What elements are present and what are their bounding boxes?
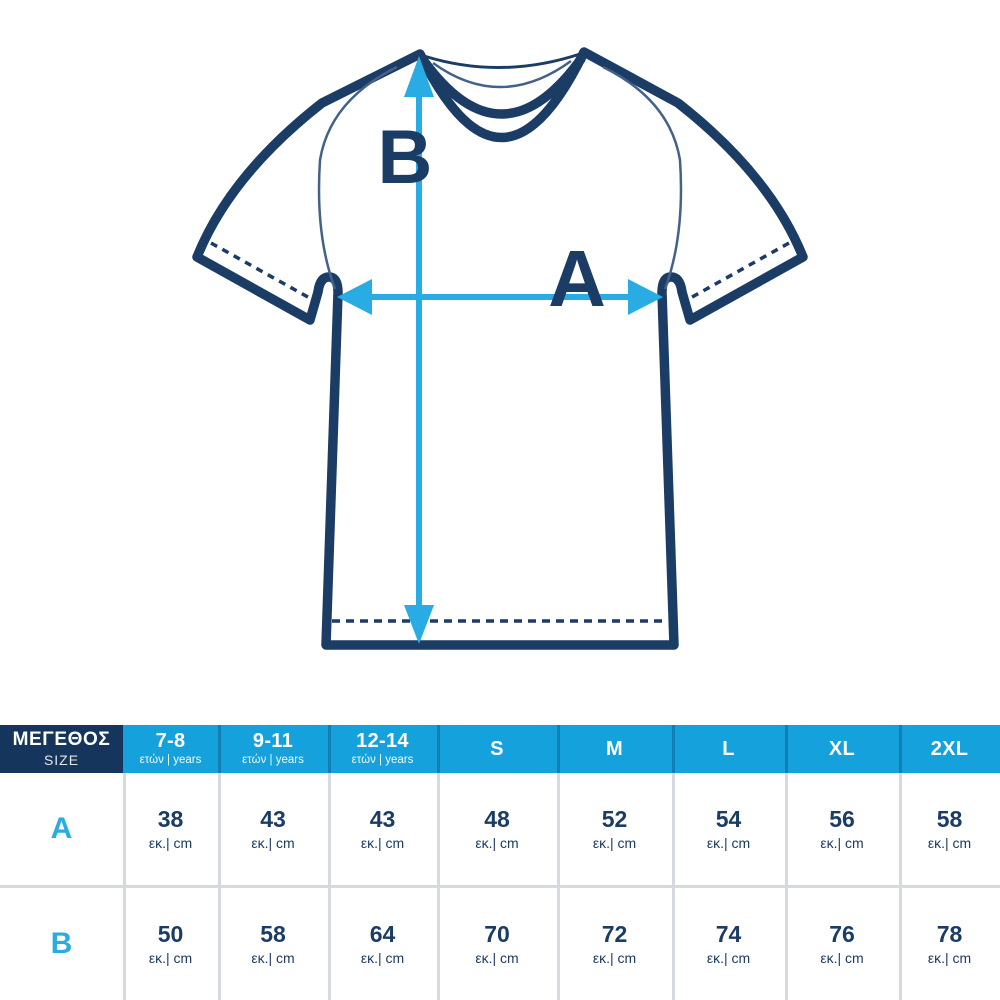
measurement-unit: εκ.| cm xyxy=(927,834,972,851)
collar-band xyxy=(419,54,586,119)
measurement-unit: εκ.| cm xyxy=(251,834,295,851)
measurement-unit: εκ.| cm xyxy=(360,834,405,851)
size-label: 2XL xyxy=(930,737,969,760)
measurement-value: 58 xyxy=(260,921,286,948)
measurement-value: 72 xyxy=(601,921,628,948)
measurement-unit: εκ.| cm xyxy=(475,834,519,851)
left-sleeve-seam xyxy=(317,65,398,290)
size-table: ΜΕΓΕΘΟΣ SIZE 7-8 ετών | years 9-11 ετών … xyxy=(0,725,1000,1000)
measurement-value: 76 xyxy=(829,921,855,948)
row-divider xyxy=(0,885,1000,888)
back-collar-line xyxy=(423,52,581,70)
size-unit-label: ετών | years xyxy=(139,754,202,767)
measurement-unit: εκ.| cm xyxy=(360,949,405,966)
size-label: 12-14 xyxy=(356,730,409,753)
column-header-s: S xyxy=(437,725,557,773)
measurement-value: 43 xyxy=(260,806,286,833)
measurement-value: 43 xyxy=(369,806,396,833)
measurement-cell-a-2xl: 58 εκ.| cm xyxy=(899,773,1000,885)
measurement-unit: εκ.| cm xyxy=(706,949,751,966)
table-title: ΜΕΓΕΘΟΣ xyxy=(12,729,111,751)
measurement-value: 78 xyxy=(936,921,963,948)
measurement-cell-b-l: 74 εκ.| cm xyxy=(672,888,785,1000)
measurement-value: 48 xyxy=(484,806,510,833)
measurement-cell-a-s: 48 εκ.| cm xyxy=(437,773,557,885)
measurement-unit: εκ.| cm xyxy=(148,949,193,966)
measurement-cell-b-s: 70 εκ.| cm xyxy=(437,888,557,1000)
measurement-cell-a-12-14: 43 εκ.| cm xyxy=(328,773,437,885)
column-header-xl: XL xyxy=(785,725,899,773)
column-header-12-14: 12-14 ετών | years xyxy=(328,725,437,773)
measurement-value: 50 xyxy=(157,921,184,948)
column-header-2xl: 2XL xyxy=(899,725,1000,773)
table-header-size: ΜΕΓΕΘΟΣ SIZE xyxy=(0,725,123,773)
measurement-value: 64 xyxy=(369,921,396,948)
measurement-unit: εκ.| cm xyxy=(251,949,295,966)
row-label-a: A xyxy=(50,812,73,845)
table-subtitle: SIZE xyxy=(43,752,80,768)
measurement-value: 56 xyxy=(829,806,855,833)
back-collar-seam xyxy=(432,59,572,89)
measurement-cell-b-7-8: 50 εκ.| cm xyxy=(123,888,218,1000)
right-sleeve-stitch xyxy=(684,241,790,303)
measurement-unit: εκ.| cm xyxy=(820,834,864,851)
size-label: 9-11 xyxy=(252,730,294,753)
column-header-7-8: 7-8 ετών | years xyxy=(123,725,218,773)
size-label: M xyxy=(606,737,623,760)
size-label: 7-8 xyxy=(155,730,186,753)
measurement-value: 54 xyxy=(715,806,742,833)
size-label: XL xyxy=(828,737,856,760)
measurement-cell-b-m: 72 εκ.| cm xyxy=(557,888,672,1000)
size-unit-label: ετών | years xyxy=(242,754,304,767)
column-header-l: L xyxy=(672,725,785,773)
measurement-unit: εκ.| cm xyxy=(475,949,519,966)
measurement-unit: εκ.| cm xyxy=(927,949,972,966)
column-header-9-11: 9-11 ετών | years xyxy=(218,725,328,773)
measurement-cell-a-l: 54 εκ.| cm xyxy=(672,773,785,885)
tshirt-outline xyxy=(192,47,808,650)
measurement-value: 70 xyxy=(484,921,510,948)
column-header-m: M xyxy=(557,725,672,773)
measurement-label-a: A xyxy=(548,234,606,323)
height-arrow xyxy=(404,56,434,644)
measurement-cell-b-12-14: 64 εκ.| cm xyxy=(328,888,437,1000)
measurement-label-b: B xyxy=(378,115,433,200)
size-label: S xyxy=(490,737,504,760)
measurement-cell-b-2xl: 78 εκ.| cm xyxy=(899,888,1000,1000)
right-sleeve-seam xyxy=(602,65,683,290)
measurement-cell-a-9-11: 43 εκ.| cm xyxy=(218,773,328,885)
size-unit-label: ετών | years xyxy=(351,754,414,767)
size-label: L xyxy=(722,737,735,760)
measurement-value: 38 xyxy=(157,806,184,833)
measurement-value: 74 xyxy=(715,921,742,948)
measurement-unit: εκ.| cm xyxy=(706,834,751,851)
measurement-unit: εκ.| cm xyxy=(592,834,637,851)
measurement-value: 58 xyxy=(936,806,963,833)
measurement-cell-a-7-8: 38 εκ.| cm xyxy=(123,773,218,885)
measurement-unit: εκ.| cm xyxy=(592,949,637,966)
left-sleeve-stitch xyxy=(210,241,316,303)
measurement-cell-b-9-11: 58 εκ.| cm xyxy=(218,888,328,1000)
measurement-unit: εκ.| cm xyxy=(820,949,864,966)
measurement-cell-a-xl: 56 εκ.| cm xyxy=(785,773,899,885)
row-label-b: B xyxy=(50,927,73,960)
width-arrow xyxy=(337,279,663,315)
measurement-value: 52 xyxy=(601,806,628,833)
measurement-cell-a-m: 52 εκ.| cm xyxy=(557,773,672,885)
measurement-cell-b-xl: 76 εκ.| cm xyxy=(785,888,899,1000)
tshirt-diagram: B A xyxy=(192,47,808,650)
measurement-unit: εκ.| cm xyxy=(148,834,193,851)
